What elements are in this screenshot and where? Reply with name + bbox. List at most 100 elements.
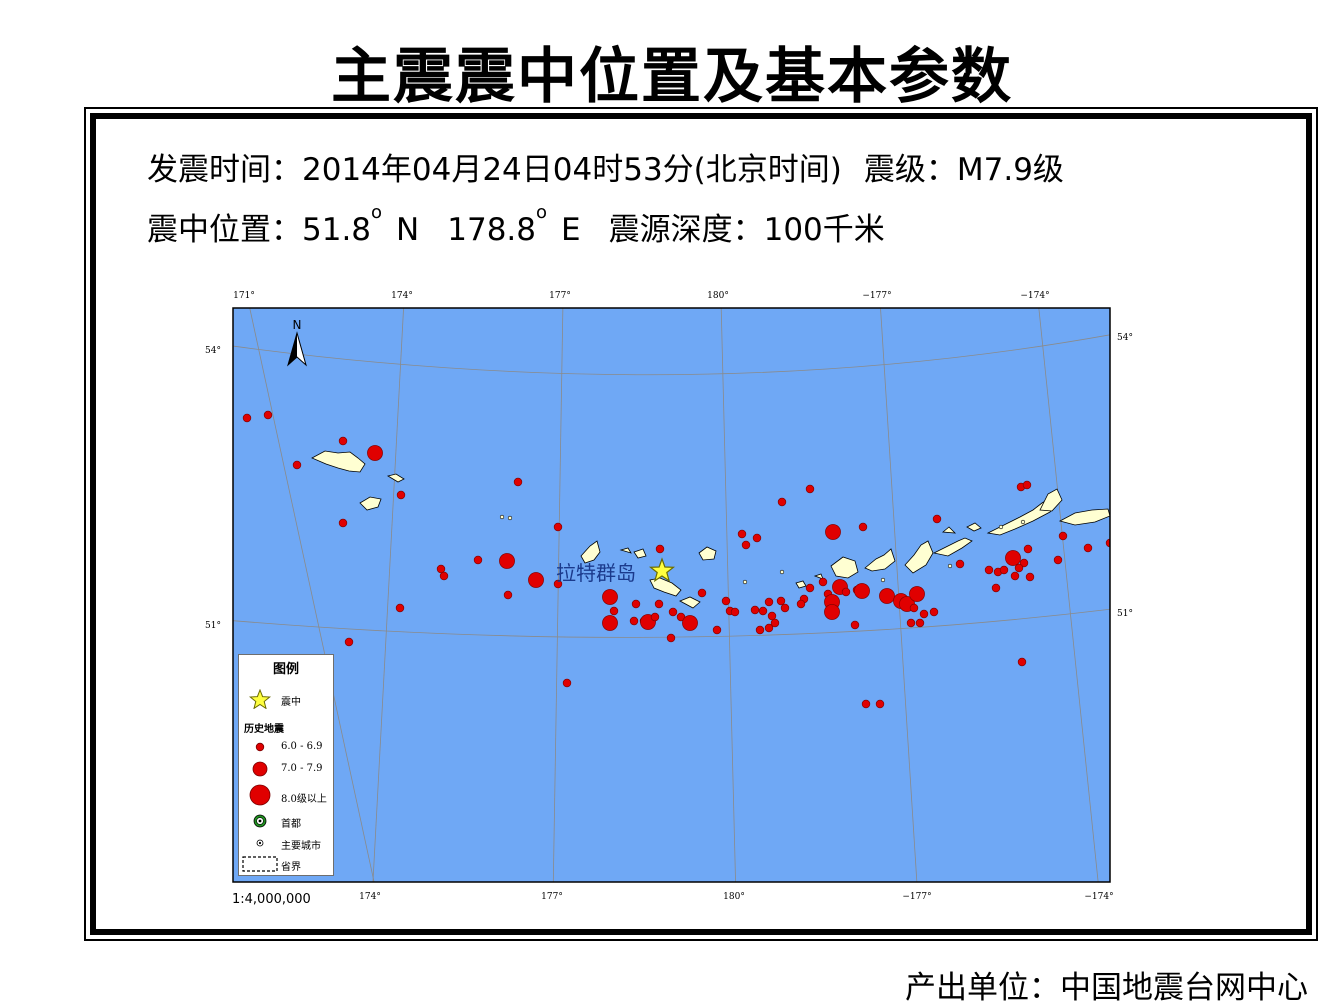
island: [941, 526, 957, 534]
map-border: [232, 307, 1111, 883]
quake-dot: [436, 564, 446, 574]
quake-dot: [1019, 558, 1029, 568]
islet: [742, 579, 748, 585]
time-label: 发震时间：: [147, 152, 302, 188]
map-area: [232, 307, 1111, 883]
quake-dot: [1025, 572, 1035, 582]
quake-dot: [263, 410, 273, 420]
bottom-longitude-tick: 180°: [723, 892, 745, 902]
legend-mag-6: 6.0 - 6.9: [239, 737, 333, 757]
epicenter-marker: [648, 557, 676, 583]
islet: [1020, 519, 1026, 525]
quake-dot: [292, 460, 302, 470]
island: [830, 556, 859, 579]
quake-dot: [955, 559, 965, 569]
quake-dot: [858, 522, 868, 532]
medium-quake-icon: [252, 761, 268, 777]
island: [966, 522, 982, 532]
epicenter-star-icon: [648, 557, 676, 583]
island: [679, 596, 701, 609]
time-magnitude-line: 发震时间：2014年04月24日04时53分(北京时间) 震级：M7.9级: [147, 144, 1064, 189]
quake-dot: [1058, 531, 1068, 541]
legend-history-heading: 历史地震: [244, 724, 284, 735]
quake-dot: [562, 678, 572, 688]
quake-dot: [1022, 480, 1032, 490]
quake-dot: [513, 477, 523, 487]
top-longitude-tick: −177°: [862, 291, 891, 301]
magnitude-label: 震级：: [863, 152, 957, 188]
bottom-longitude-tick: −174°: [1084, 892, 1113, 902]
quake-dot: [824, 604, 840, 620]
latitude-degree: o: [371, 202, 383, 223]
quake-dot: [367, 445, 383, 461]
island: [932, 537, 973, 557]
island: [904, 540, 934, 574]
quake-dot: [730, 607, 740, 617]
quake-dot: [861, 699, 871, 709]
longitude-hemisphere: E: [561, 212, 581, 248]
quake-dot: [609, 606, 619, 616]
legend-mag-7: 7.0 - 7.9: [239, 759, 333, 779]
quake-dot: [879, 588, 895, 604]
quake-dot: [764, 623, 774, 633]
quake-dot: [818, 577, 828, 587]
city-icon: [256, 839, 264, 847]
quake-dot: [1005, 550, 1021, 566]
legend-mag-8: 8.0级以上: [239, 783, 333, 806]
large-quake-icon: [249, 784, 271, 806]
depth-value: 100千米: [763, 212, 885, 248]
island: [1058, 508, 1110, 526]
inner-frame: [90, 113, 1312, 935]
quake-dot: [984, 565, 994, 575]
historical-quakes: [242, 410, 1110, 709]
quake-dot: [909, 603, 919, 613]
capital-icon: [253, 814, 267, 828]
north-label: N: [293, 318, 302, 332]
island: [633, 548, 647, 559]
meridian-line: [1038, 308, 1099, 882]
quake-dot: [1010, 571, 1020, 581]
latitude-hemisphere: N: [396, 212, 420, 248]
quake-dot: [602, 615, 618, 631]
quake-dot: [668, 607, 678, 617]
right-latitude-tick: 51°: [1117, 609, 1133, 619]
quake-dot: [737, 529, 747, 539]
quake-dot: [1017, 657, 1027, 667]
producer-credit: 产出单位：中国地震台网中心: [905, 970, 1308, 1006]
left-latitude-tick: 54°: [205, 346, 221, 356]
bottom-longitude-tick: 174°: [359, 892, 381, 902]
ocean: [233, 308, 1110, 882]
meridian-line: [552, 308, 564, 882]
quake-dot: [758, 606, 768, 616]
coordinate-ticks: 171° 174° 177° 180° −177° −174° 174° 177° 180° −1…: [205, 291, 1133, 902]
island: [1039, 488, 1063, 512]
island: [386, 473, 405, 483]
quake-dot: [629, 616, 639, 626]
quake-dot: [825, 524, 841, 540]
quake-dot: [697, 588, 707, 598]
location-depth-line: 震中位置：51.8o N 178.8o E 震源深度：100千米: [147, 202, 885, 249]
quake-dot: [875, 699, 885, 709]
quake-dot: [776, 596, 786, 606]
map-legend: 图例 震中 历史地震 6.0 - 6.9 7.0 - 7.9 8.0级以上 首都…: [238, 654, 334, 876]
island: [698, 546, 717, 561]
island: [864, 548, 896, 572]
magnitude-value: M7.9级: [956, 152, 1064, 188]
map-scale: 1:4,000,000: [232, 892, 311, 907]
quake-dot: [999, 565, 1009, 575]
quake-dot: [929, 607, 939, 617]
quake-dot: [741, 540, 751, 550]
time-value: 2014年04月24日04时53分(北京时间): [302, 152, 842, 188]
legend-province: 省界: [239, 854, 333, 874]
quake-dot: [553, 522, 563, 532]
legend-star-icon: [248, 689, 272, 709]
small-quake-icon: [255, 742, 265, 752]
bottom-longitude-tick: −177°: [902, 892, 931, 902]
quake-dot: [770, 618, 780, 628]
quake-dot: [1053, 555, 1063, 565]
quake-dot: [503, 590, 513, 600]
left-latitude-tick: 51°: [205, 621, 221, 631]
legend-epicenter: 震中: [239, 689, 333, 709]
island: [580, 540, 601, 564]
